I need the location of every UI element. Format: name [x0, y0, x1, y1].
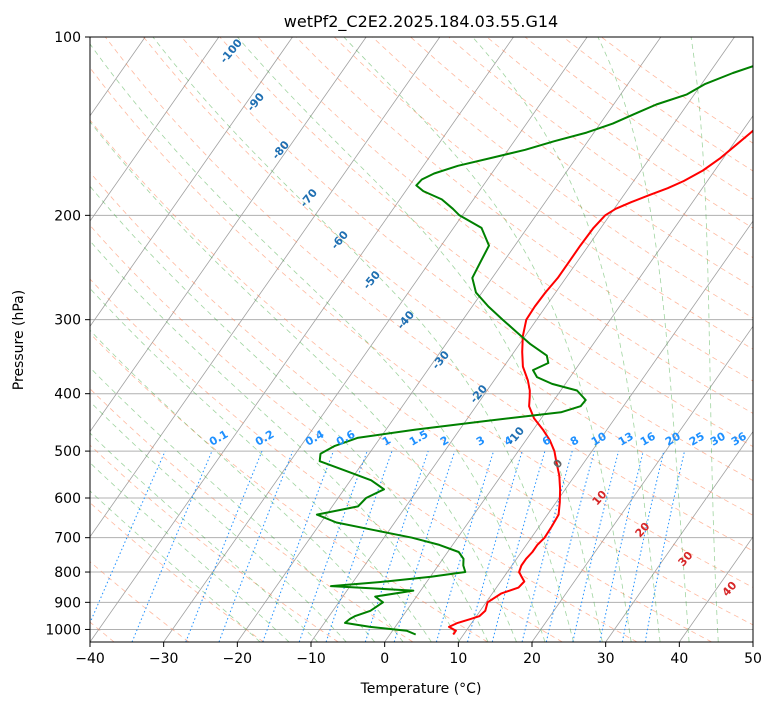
moist-adiabat-32	[343, 37, 632, 642]
isotherm--70	[90, 37, 293, 327]
moist-adiabat-28	[237, 37, 603, 642]
dry-adiabat-0	[90, 388, 414, 642]
plot-frame	[89, 36, 754, 643]
y-tick-label-900: 900	[54, 595, 81, 611]
mixing-ratio-line-6	[325, 450, 393, 642]
mixing-ratio-line-8	[393, 450, 456, 642]
isotherm-20	[531, 325, 753, 642]
moist-adiabat--8	[90, 401, 347, 642]
moist-adiabat-24	[152, 37, 574, 642]
x-axis: −40 −30 −20 −10 0 10 20 30 40 50	[75, 642, 762, 667]
dry-adiabat-30	[90, 224, 638, 642]
dry-adiabat-10	[90, 332, 488, 642]
x-tick-label-40: 40	[670, 651, 688, 667]
x-tick-label-20: 20	[523, 651, 541, 667]
dry-adiabat-80	[143, 37, 753, 516]
dry-adiabat-70	[104, 37, 753, 552]
temperature-line	[448, 129, 753, 636]
dry-adiabat-120	[295, 37, 753, 382]
x-axis-label: Temperature (°C)	[360, 681, 482, 697]
x-tick-label-10: 10	[449, 651, 467, 667]
mixing-ratio-line-11	[491, 450, 546, 642]
moist-adiabat-12	[90, 185, 489, 642]
x-tick-label-30: 30	[597, 651, 615, 667]
x-tick-label-0: 0	[380, 651, 389, 667]
y-tick-label-800: 800	[54, 565, 81, 581]
x-tick-label-50: 50	[744, 651, 762, 667]
dry-adiabat-90	[181, 37, 753, 482]
mixing-ratio-line-0	[90, 450, 166, 625]
chart-title: wetPf2_C2E2.2025.184.03.55.G14	[284, 12, 558, 32]
mixing-ratio-line-13	[545, 450, 595, 642]
isotherm-10	[458, 220, 753, 642]
moist-adiabat-40	[597, 37, 690, 642]
dry-adiabat-50	[90, 119, 753, 626]
mixing-ratio-line-14	[572, 450, 620, 642]
isotherm--80	[90, 37, 220, 222]
dry-adiabat--30	[90, 561, 190, 642]
isotherm-40	[679, 536, 753, 642]
x-tick-label--30: −30	[149, 651, 179, 667]
isotherm--60	[90, 37, 367, 433]
x-tick-label--40: −40	[75, 651, 105, 667]
x-tick-label--10: −10	[296, 651, 326, 667]
profile-lines	[315, 65, 753, 636]
background-lines	[90, 37, 753, 642]
mixing-ratio-line-5	[298, 450, 368, 642]
x-tick-label--20: −20	[223, 651, 253, 667]
dry-adiabat-60	[90, 67, 753, 588]
isotherm-0	[384, 115, 753, 642]
dry-adiabat-100	[219, 37, 753, 448]
y-tick-label-1000: 1000	[45, 622, 81, 638]
dry-adiabat-140	[372, 37, 753, 319]
dry-adiabat-40	[90, 171, 712, 642]
y-axis: 100 200 300 400 500 600 700 800 900 1000	[45, 30, 90, 638]
mixing-ratio-line-1	[131, 450, 213, 642]
y-tick-label-400: 400	[54, 387, 81, 403]
mixing-ratio-line-2	[185, 450, 263, 642]
y-axis-label: Pressure (hPa)	[11, 290, 27, 390]
moist-adiabat-8	[90, 240, 461, 642]
y-tick-label-200: 200	[54, 208, 81, 224]
mixing-ratio-line-3	[218, 450, 294, 642]
isotherm-30	[605, 430, 753, 642]
y-tick-label-700: 700	[54, 531, 81, 547]
isotherm--20	[237, 37, 662, 642]
isotherm--50	[90, 37, 441, 538]
isotherm--40	[90, 37, 514, 642]
dewpoint-line	[315, 65, 753, 636]
y-tick-label-100: 100	[54, 30, 81, 46]
moist-adiabat-36	[472, 37, 661, 642]
moist-adiabat-16	[90, 121, 517, 642]
moist-adiabat-44	[690, 37, 719, 642]
mixing-ratio-line-9	[435, 450, 495, 642]
y-tick-label-600: 600	[54, 491, 81, 507]
mixing-ratio-line-4	[262, 450, 334, 642]
mixing-ratio-line-15	[599, 450, 644, 642]
isotherm--30	[163, 37, 588, 642]
mixing-ratio-line-7	[364, 450, 429, 642]
moist-adiabat--4	[90, 367, 376, 642]
y-tick-label-300: 300	[54, 313, 81, 329]
y-tick-label-500: 500	[54, 444, 81, 460]
moist-adiabat--20	[90, 490, 261, 642]
